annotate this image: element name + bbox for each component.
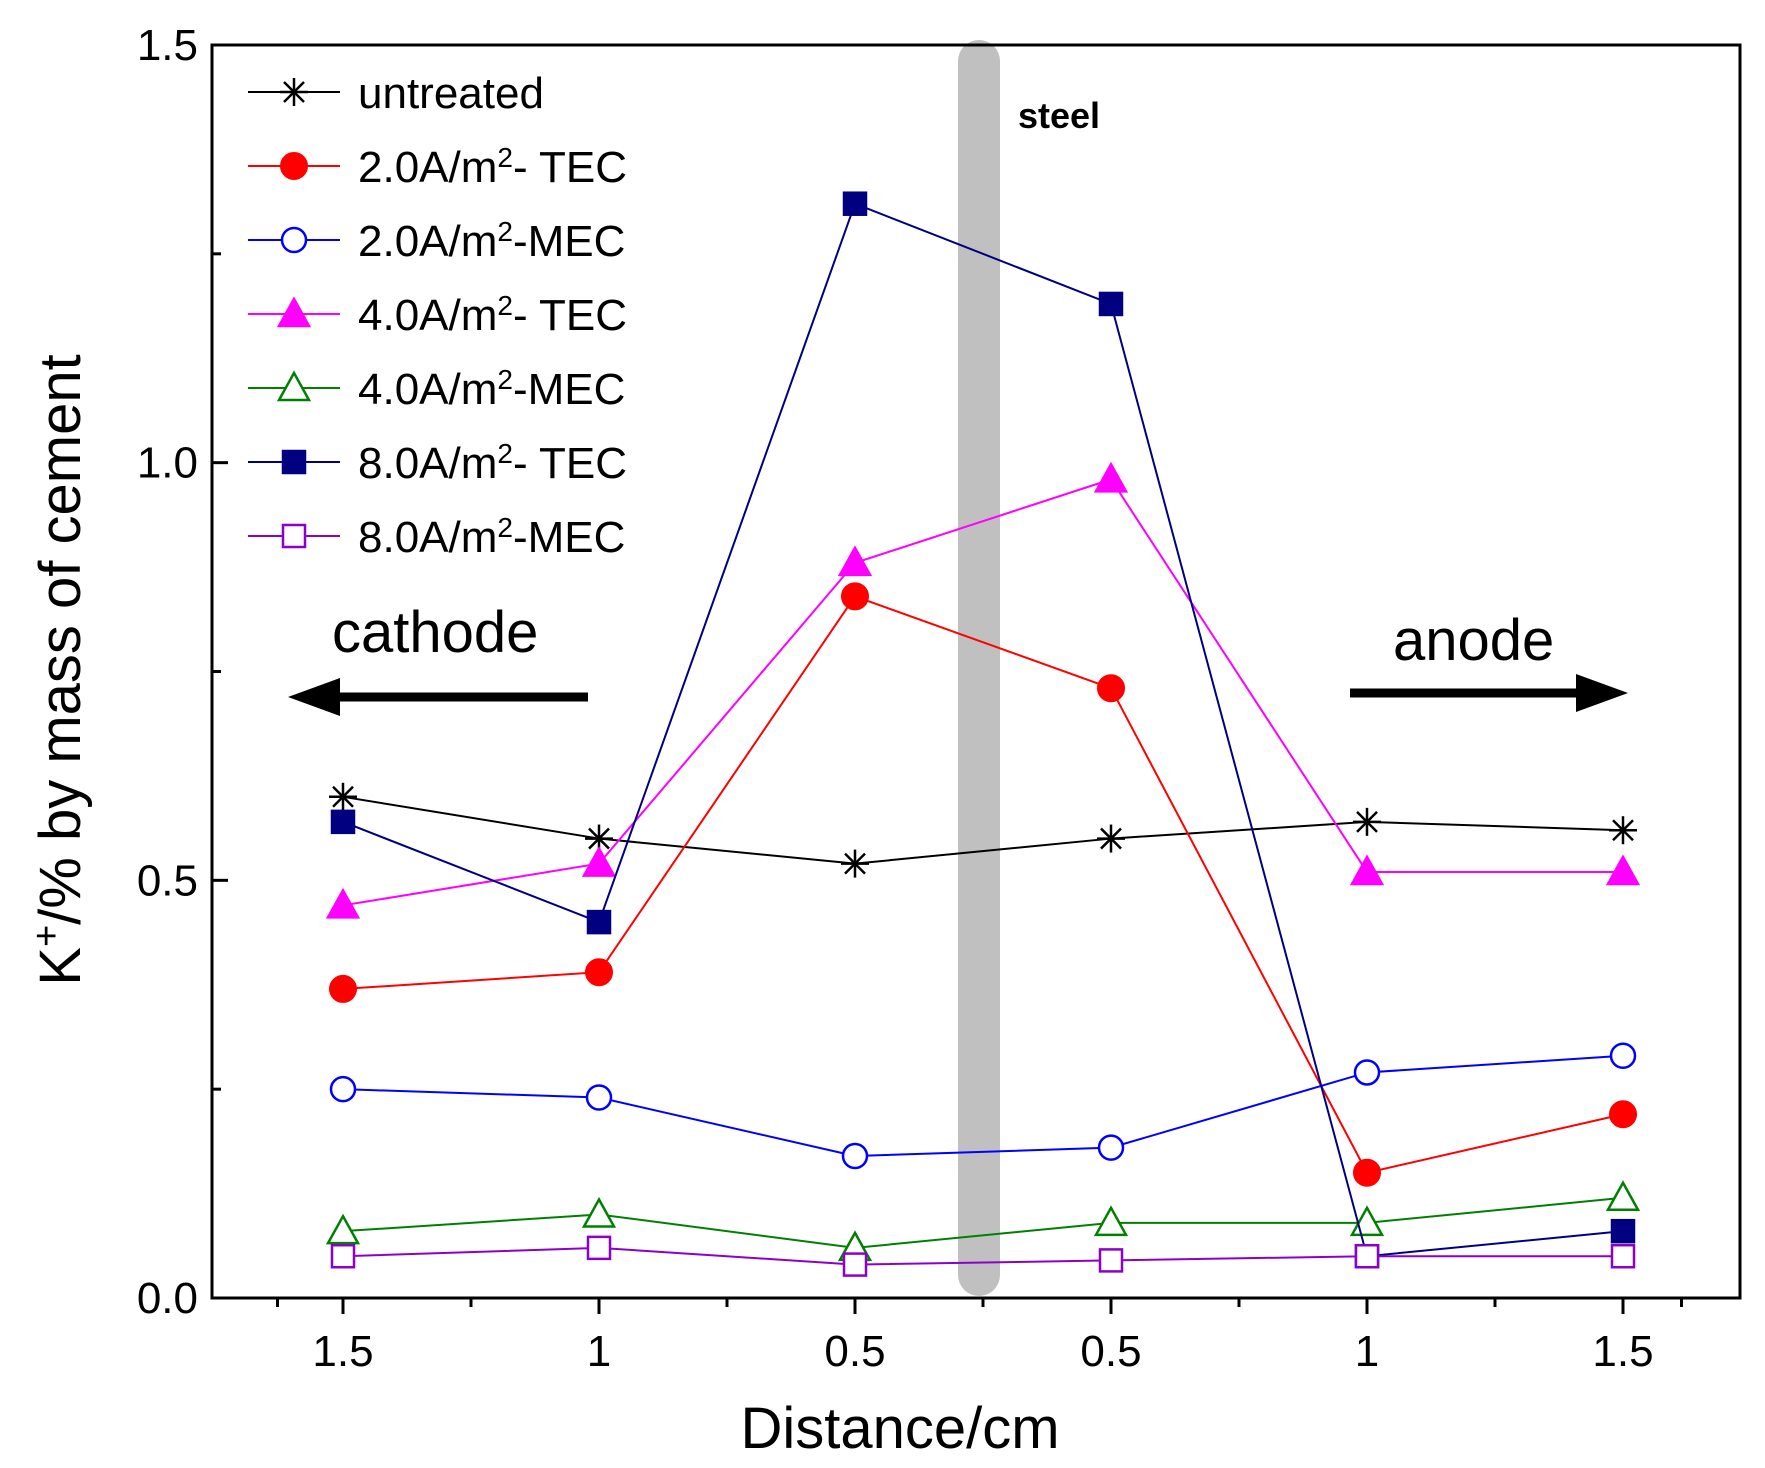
data-point — [1093, 461, 1129, 493]
x-tick-label: 1.5 — [1592, 1327, 1653, 1376]
data-point — [842, 1252, 868, 1277]
legend-item: 4.0A/m2- TEC — [248, 290, 627, 341]
series-line — [342, 1054, 1624, 1157]
data-point — [1610, 1218, 1636, 1244]
legend-label: untreated — [358, 69, 544, 118]
data-point — [1097, 1134, 1125, 1161]
data-point — [1605, 1180, 1641, 1212]
legend-label: 2.0A/m2-MEC — [358, 216, 625, 267]
data-point — [841, 849, 869, 878]
data-point — [1353, 807, 1381, 836]
data-point — [842, 191, 868, 216]
legend-marker — [280, 152, 308, 180]
data-point — [586, 1235, 612, 1261]
cathode-arrow — [288, 678, 588, 716]
series-line — [342, 595, 1624, 1174]
legend-item: 8.0A/m2- TEC — [248, 438, 627, 489]
data-point — [329, 782, 357, 811]
anode-arrow — [1350, 674, 1628, 712]
series-line — [342, 1196, 1624, 1249]
y-tick-label: 0.5 — [137, 856, 198, 905]
series-4 — [325, 461, 1641, 919]
y-axis-label: K+/% by mass of cement — [26, 354, 93, 985]
data-point — [585, 1084, 613, 1111]
anode-label: anode — [1393, 608, 1554, 673]
data-point — [581, 1196, 617, 1228]
legend-marker — [276, 370, 312, 402]
data-point — [325, 1213, 361, 1245]
data-point — [1093, 1205, 1129, 1237]
legend-marker — [276, 296, 312, 328]
legend-marker — [280, 78, 308, 106]
series-line — [342, 478, 1623, 907]
x-axis-label: Distance/cm — [740, 1396, 1059, 1461]
series-layer — [325, 191, 1641, 1277]
y-tick-label: 0.0 — [137, 1274, 198, 1323]
x-tick-label: 0.5 — [824, 1327, 885, 1376]
x-axis: 1.5 1 0.5 0.5 1 1.5 — [276, 1298, 1683, 1376]
data-point — [581, 846, 617, 877]
data-point — [1097, 824, 1125, 853]
series-line — [342, 1246, 1623, 1266]
legend-label: 8.0A/m2- TEC — [358, 438, 627, 489]
data-point — [1098, 1248, 1124, 1273]
legend-item: 2.0A/m2-MEC — [248, 216, 625, 267]
legend-marker — [281, 523, 307, 549]
legend-item: untreated — [248, 69, 544, 118]
data-point — [1097, 674, 1125, 703]
legend-marker — [280, 226, 308, 254]
data-point — [585, 958, 613, 987]
data-point — [329, 1075, 357, 1103]
data-point — [325, 887, 361, 919]
data-point — [1353, 1059, 1381, 1086]
data-point — [1609, 1042, 1637, 1070]
data-point — [1353, 1158, 1381, 1187]
legend-label: 8.0A/m2-MEC — [358, 512, 625, 563]
legend-item: 2.0A/m2- TEC — [248, 142, 627, 193]
legend-item: 4.0A/m2-MEC — [248, 364, 625, 415]
data-point — [586, 909, 612, 935]
data-point — [330, 809, 356, 835]
series-2 — [329, 582, 1637, 1187]
legend-label: 4.0A/m2-MEC — [358, 364, 625, 415]
data-point — [1349, 854, 1385, 886]
data-point — [1098, 291, 1124, 317]
series-3 — [329, 1042, 1637, 1170]
data-point — [329, 974, 357, 1003]
data-point — [1609, 816, 1637, 845]
legend: untreated 2.0A/m2- TEC 2.0A/m2-MEC 4.0A/m2-… — [248, 69, 627, 562]
legend-item: 8.0A/m2-MEC — [248, 512, 625, 563]
series-line — [342, 795, 1624, 865]
series-line — [342, 202, 1624, 1258]
series-1 — [329, 782, 1637, 878]
series-7 — [330, 1235, 1636, 1277]
data-point — [330, 1243, 356, 1269]
x-tick-label: 1.5 — [312, 1327, 373, 1376]
legend-label: 4.0A/m2- TEC — [358, 290, 627, 341]
data-point — [1609, 1100, 1637, 1129]
data-point — [837, 545, 873, 577]
cathode-label: cathode — [332, 600, 538, 665]
y-tick-label: 1.5 — [137, 21, 198, 70]
steel-bar — [958, 40, 1000, 1296]
data-point — [1605, 854, 1641, 886]
legend-label: 2.0A/m2- TEC — [358, 142, 627, 193]
data-point — [841, 582, 869, 611]
data-point — [1354, 1243, 1380, 1269]
legend-marker — [281, 449, 307, 475]
x-tick-label: 1 — [1355, 1327, 1379, 1376]
x-tick-label: 0.5 — [1080, 1327, 1141, 1376]
steel-label: steel — [1018, 95, 1100, 136]
y-tick-label: 1.0 — [137, 439, 198, 488]
data-point — [1610, 1243, 1636, 1269]
y-axis: 0.0 0.5 1.0 1.5 — [137, 21, 228, 1323]
data-point — [841, 1142, 869, 1170]
x-tick-label: 1 — [587, 1327, 611, 1376]
